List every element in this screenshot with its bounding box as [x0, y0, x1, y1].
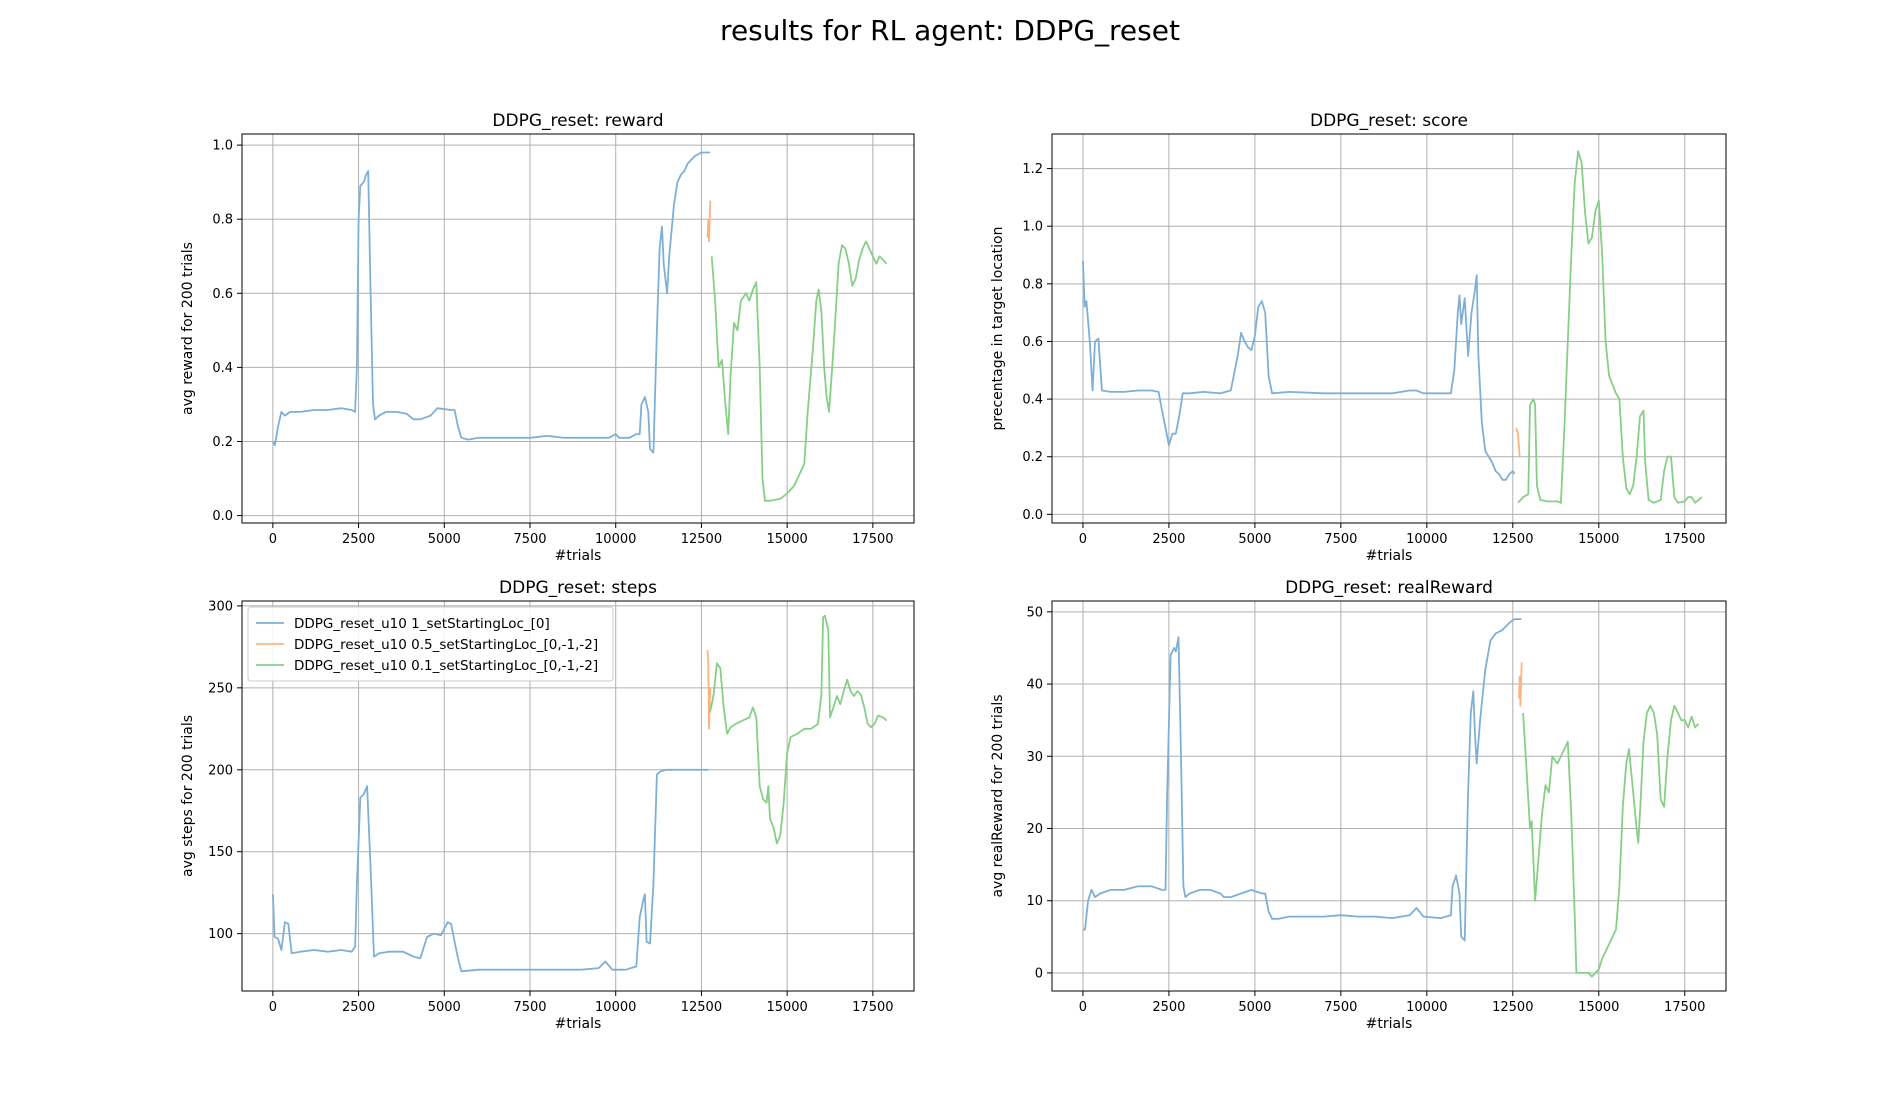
y-tick-label: 0.0: [1022, 508, 1043, 523]
x-tick-label: 0: [269, 1000, 277, 1015]
x-tick-label: 7500: [1324, 1000, 1357, 1015]
legend: DDPG_reset_u10 1_setStartingLoc_[0] DDPG_…: [247, 606, 614, 682]
x-axis-label: #trials: [1366, 548, 1413, 564]
x-tick-label: 10000: [595, 1000, 636, 1015]
y-tick-label: 0.8: [1022, 277, 1043, 292]
x-tick-label: 10000: [1406, 532, 1447, 547]
y-axis-label: avg realReward for 200 trials: [990, 694, 1006, 897]
x-tick-label: 5000: [428, 1000, 461, 1015]
x-tick-label: 15000: [1578, 532, 1619, 547]
series-line-1: [1082, 260, 1516, 481]
y-tick-label: 1.2: [1022, 162, 1043, 177]
series-line-2: [1515, 427, 1521, 457]
y-tick-label: 100: [208, 927, 233, 942]
x-tick-label: 12500: [681, 1000, 722, 1015]
legend-label-2: DDPG_reset_u10 0.5_setStartingLoc_[0,-1,…: [294, 637, 598, 653]
axes-frame: [241, 600, 915, 992]
series-line-3: [1522, 704, 1700, 978]
x-tick-label: 15000: [766, 532, 807, 547]
y-tick-label: 0.2: [212, 435, 233, 450]
x-tick-label: 5000: [428, 532, 461, 547]
x-tick-label: 2500: [1152, 532, 1185, 547]
x-tick-label: 17500: [852, 1000, 893, 1015]
x-tick-label: 12500: [681, 532, 722, 547]
y-axis-label: precentage in target location: [990, 227, 1006, 431]
y-tick-label: 1.0: [1022, 220, 1043, 235]
x-tick-label: 7500: [513, 1000, 546, 1015]
x-tick-label: 15000: [1578, 1000, 1619, 1015]
x-tick-label: 17500: [1664, 532, 1705, 547]
x-tick-label: 2500: [1152, 1000, 1185, 1015]
series-line-2: [706, 200, 712, 243]
panel-reward: 0 2500 5000 7500 10000 12500 15000 17500 0.0 0.2 0…: [180, 111, 915, 564]
x-tick-label: 12500: [1492, 532, 1533, 547]
x-tick-label: 7500: [1324, 532, 1357, 547]
x-axis-label: #trials: [1366, 1016, 1413, 1032]
series-line-2: [1518, 662, 1523, 707]
x-tick-label: 10000: [1406, 1000, 1447, 1015]
y-tick-label: 0.6: [212, 287, 233, 302]
y-axis-label: avg reward for 200 trials: [180, 242, 196, 415]
x-tick-label: 0: [1079, 1000, 1087, 1015]
panel-steps: 0 2500 5000 7500 10000 12500 15000 17500 100 150 2…: [180, 578, 915, 1032]
x-tick-label: 10000: [595, 532, 636, 547]
panel-title: DDPG_reset: score: [1310, 111, 1468, 131]
series-line-1: [272, 768, 709, 973]
panel-title: DDPG_reset: reward: [492, 111, 663, 131]
panel-title: DDPG_reset: realReward: [1285, 578, 1493, 598]
panel-title: DDPG_reset: steps: [499, 578, 657, 598]
legend-box: [247, 606, 614, 682]
y-tick-label: 1.0: [212, 139, 233, 154]
y-tick-label: 150: [208, 845, 233, 860]
y-tick-label: 30: [1026, 750, 1043, 765]
y-axis-label: avg steps for 200 trials: [180, 715, 196, 877]
y-tick-label: 0.6: [1022, 335, 1043, 350]
x-axis-label: #trials: [555, 1016, 602, 1032]
figure-suptitle: results for RL agent: DDPG_reset: [720, 14, 1180, 47]
y-tick-label: 0.4: [1022, 393, 1043, 408]
panel-score: 0 2500 5000 7500 10000 12500 15000 17500 0.0 0.2 0…: [990, 111, 1727, 564]
panel-realReward: 0 2500 5000 7500 10000 12500 15000 17500 0 10 20 30…: [990, 578, 1727, 1032]
y-tick-label: 50: [1026, 605, 1043, 620]
series-line-3: [710, 240, 888, 502]
legend-label-1: DDPG_reset_u10 1_setStartingLoc_[0]: [294, 616, 550, 632]
axes-frame: [1051, 600, 1727, 992]
x-tick-label: 17500: [1664, 1000, 1705, 1015]
x-tick-label: 7500: [513, 532, 546, 547]
y-tick-label: 200: [208, 763, 233, 778]
y-tick-label: 10: [1026, 894, 1043, 909]
y-tick-label: 0.0: [212, 509, 233, 524]
x-tick-label: 5000: [1238, 1000, 1271, 1015]
x-tick-label: 5000: [1238, 532, 1271, 547]
legend-label-3: DDPG_reset_u10 0.1_setStartingLoc_[0,-1,…: [294, 658, 598, 674]
y-tick-label: 40: [1026, 678, 1043, 693]
axes-frame: [241, 133, 915, 524]
y-tick-label: 0.4: [212, 361, 233, 376]
series-line-1: [272, 151, 710, 454]
y-tick-label: 300: [208, 599, 233, 614]
series-line-3: [709, 614, 888, 845]
x-tick-label: 2500: [342, 1000, 375, 1015]
y-tick-label: 0: [1035, 966, 1043, 981]
axes-frame: [1051, 133, 1727, 524]
x-axis-label: #trials: [555, 548, 602, 564]
series-line-3: [1517, 150, 1703, 504]
y-tick-label: 0.8: [212, 213, 233, 228]
x-tick-label: 0: [269, 532, 277, 547]
series-line-2: [706, 650, 712, 730]
y-tick-label: 20: [1026, 822, 1043, 837]
x-tick-label: 17500: [852, 532, 893, 547]
x-tick-label: 12500: [1492, 1000, 1533, 1015]
x-tick-label: 2500: [342, 532, 375, 547]
y-tick-label: 250: [208, 681, 233, 696]
x-tick-label: 15000: [766, 1000, 807, 1015]
y-tick-label: 0.2: [1022, 450, 1043, 465]
x-tick-label: 0: [1079, 532, 1087, 547]
series-line-1: [1082, 618, 1522, 942]
